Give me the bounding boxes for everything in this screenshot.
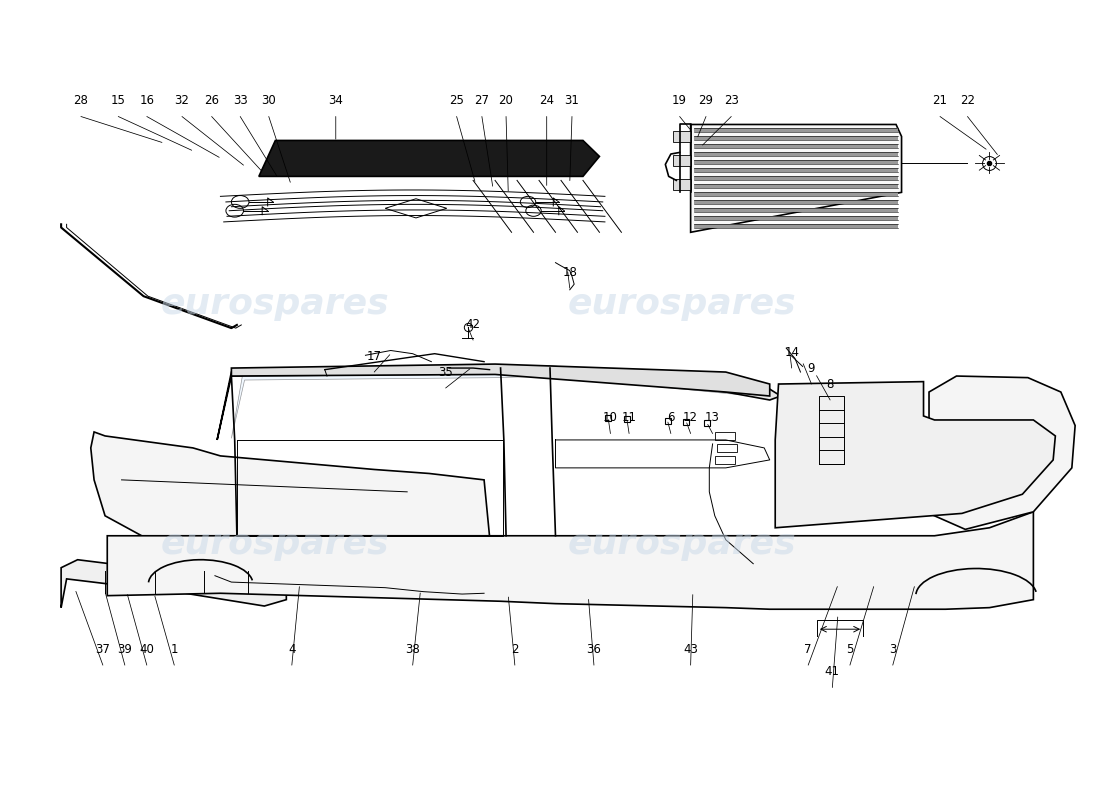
Text: 23: 23 [724, 94, 739, 107]
Text: 28: 28 [74, 94, 88, 107]
Polygon shape [62, 560, 286, 608]
Text: 34: 34 [328, 94, 343, 107]
Bar [673, 178, 691, 190]
Text: 32: 32 [175, 94, 189, 107]
Text: 10: 10 [603, 411, 618, 424]
Text: 37: 37 [96, 642, 110, 656]
Text: 39: 39 [118, 642, 132, 656]
Polygon shape [550, 368, 781, 400]
Text: 35: 35 [438, 366, 453, 378]
Polygon shape [91, 432, 495, 596]
Text: 40: 40 [140, 642, 154, 656]
Text: 29: 29 [698, 94, 714, 107]
Text: 36: 36 [586, 642, 602, 656]
Polygon shape [930, 376, 1075, 530]
Polygon shape [691, 125, 902, 232]
Text: 18: 18 [562, 266, 578, 278]
Polygon shape [776, 382, 1055, 528]
Text: 14: 14 [784, 346, 800, 358]
Text: eurospares: eurospares [161, 526, 389, 561]
Text: 21: 21 [933, 94, 947, 107]
Text: 6: 6 [667, 411, 674, 424]
Text: 20: 20 [498, 94, 514, 107]
Text: 11: 11 [621, 411, 637, 424]
Text: 22: 22 [960, 94, 975, 107]
Text: 3: 3 [889, 642, 896, 656]
Text: 38: 38 [405, 642, 420, 656]
Text: eurospares: eurospares [161, 287, 389, 321]
Text: 15: 15 [111, 94, 125, 107]
Text: 19: 19 [672, 94, 688, 107]
Text: eurospares: eurospares [568, 287, 796, 321]
Polygon shape [231, 364, 770, 396]
Text: 43: 43 [683, 642, 698, 656]
Polygon shape [231, 370, 764, 438]
Text: 41: 41 [825, 665, 839, 678]
Text: 7: 7 [804, 642, 812, 656]
Polygon shape [258, 141, 600, 176]
Text: 4: 4 [288, 642, 296, 656]
Bar [673, 155, 691, 166]
Text: 13: 13 [705, 411, 720, 424]
Text: 24: 24 [539, 94, 554, 107]
Text: eurospares: eurospares [568, 526, 796, 561]
Text: 33: 33 [233, 94, 248, 107]
Polygon shape [217, 366, 770, 440]
Text: 17: 17 [366, 350, 382, 362]
Text: 16: 16 [140, 94, 154, 107]
Text: 2: 2 [512, 642, 518, 656]
Text: 31: 31 [564, 94, 580, 107]
Text: 30: 30 [262, 94, 276, 107]
Text: 42: 42 [465, 318, 481, 330]
Text: 27: 27 [474, 94, 490, 107]
Bar [717, 444, 737, 452]
Bar [673, 131, 691, 142]
Text: 12: 12 [683, 411, 698, 424]
Bar [715, 432, 735, 440]
Polygon shape [108, 512, 1033, 610]
Text: 1: 1 [170, 642, 178, 656]
Text: 9: 9 [807, 362, 815, 374]
Bar [715, 456, 735, 464]
Text: 8: 8 [826, 378, 834, 390]
Text: 5: 5 [846, 642, 854, 656]
Text: 25: 25 [449, 94, 464, 107]
Text: 26: 26 [205, 94, 219, 107]
